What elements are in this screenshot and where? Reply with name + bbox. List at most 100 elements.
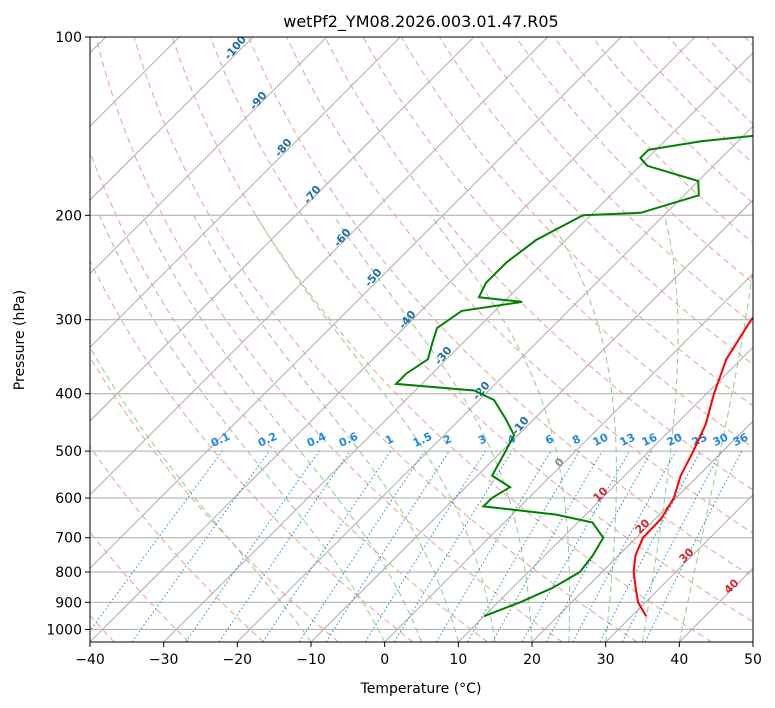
- moist-adiabat-label: 10: [591, 484, 611, 504]
- dry-adiabat-line: [95, 37, 563, 642]
- x-tick-label: 20: [523, 652, 541, 668]
- mixing-ratio-line: [90, 450, 223, 632]
- x-tick-label: 30: [597, 652, 615, 668]
- dry-adiabat-label: -80: [272, 136, 295, 160]
- moist-adiabat-line: [99, 215, 386, 642]
- plot-area: -100-90-80-70-60-50-40-30-20-10010203040…: [90, 37, 753, 642]
- x-tick-label: −10: [296, 652, 326, 668]
- isotherm-line: [90, 37, 548, 496]
- isotherm-line: [90, 37, 254, 201]
- y-tick-label: 700: [55, 531, 82, 547]
- y-tick-label: 200: [55, 208, 82, 224]
- moist-adiabat-line: [547, 215, 617, 642]
- mixing-ratio-line: [545, 450, 653, 642]
- mixing-ratio-label: 1: [383, 432, 395, 447]
- dry-adiabat-line: [553, 37, 753, 244]
- dry-adiabat-line: [515, 37, 753, 284]
- mixing-ratio-line: [298, 450, 425, 642]
- x-tick-label: 40: [670, 652, 688, 668]
- y-tick-label: 800: [55, 565, 82, 581]
- dry-adiabat-label: -30: [432, 344, 455, 368]
- mixing-ratio-line: [572, 450, 677, 642]
- y-tick-label: 900: [55, 595, 82, 611]
- mixing-ratio-label: 30: [711, 431, 731, 449]
- dry-adiabat-label: -50: [362, 266, 385, 290]
- temperature-profile-line: [632, 316, 753, 617]
- mixing-ratio-label: 0.1: [209, 430, 232, 450]
- moist-adiabat-line: [642, 215, 679, 642]
- dry-adiabat-line: [90, 150, 488, 642]
- x-axis-label: Temperature (°C): [360, 681, 482, 697]
- isotherm-line: [384, 273, 753, 642]
- x-tick-label: −20: [223, 652, 253, 668]
- dry-adiabat-line: [90, 445, 264, 642]
- x-tick-label: 0: [380, 652, 389, 668]
- y-tick-label: 600: [55, 491, 82, 507]
- isotherm-line: [605, 494, 753, 642]
- isotherm-line: [237, 125, 753, 642]
- mixing-ratio-line: [644, 450, 743, 642]
- isotherm-line: [163, 52, 753, 642]
- moist-adiabat-line: [90, 346, 312, 642]
- mixing-ratio-line: [364, 450, 486, 642]
- dry-adiabat-line: [706, 37, 753, 86]
- dry-adiabat-line: [133, 37, 638, 642]
- dewpoint-profile-line: [393, 134, 753, 618]
- chart-title: wetPf2_YM08.2026.003.01.47.R05: [283, 12, 558, 32]
- isotherm-line: [90, 37, 401, 348]
- isotherm-line: [90, 37, 327, 275]
- isotherm-line: [679, 567, 753, 642]
- mixing-ratio-label: 0.2: [256, 430, 279, 450]
- axis-ticks: −40 −30 −20 −10 0 10 20 30 40 50 1000 900 800 700 600 5…: [46, 30, 762, 668]
- isotherm-line: [310, 199, 753, 642]
- mixing-ratio-line: [131, 450, 270, 642]
- moist-adiabat-line: [193, 215, 459, 642]
- mixing-ratio-label: 1.5: [411, 430, 434, 450]
- isotherm-line: [752, 641, 753, 642]
- plot-frame: [89, 36, 754, 643]
- dry-adiabat-line: [90, 531, 190, 642]
- y-tick-label: 300: [55, 313, 82, 329]
- moist-adiabat-label: 20: [633, 516, 653, 536]
- moist-adiabat-line: [332, 215, 533, 642]
- dry-adiabat-line: [171, 37, 712, 642]
- mixing-ratio-line: [521, 450, 630, 642]
- dry-adiabat-line: [324, 37, 753, 491]
- moist-adiabat-label: 40: [722, 576, 742, 596]
- dry-adiabat-label: -60: [331, 226, 354, 250]
- mixing-ratio-label: 20: [665, 431, 685, 449]
- dry-adiabat-line: [248, 37, 753, 578]
- mixing-ratio-label: 13: [618, 431, 637, 449]
- y-tick-label: 1000: [46, 622, 82, 638]
- mixing-ratio-line: [393, 450, 513, 642]
- dry-adiabat-line: [90, 356, 339, 642]
- mixing-ratio-label: 16: [640, 431, 660, 449]
- mixing-ratio-label: 2: [441, 432, 453, 447]
- mixing-ratio-line: [218, 450, 351, 642]
- mixing-ratio-label: 6: [543, 432, 556, 447]
- mixing-ratio-label: 36: [731, 431, 751, 449]
- dry-adiabat-line: [90, 259, 414, 642]
- dry-adiabat-label: -70: [301, 183, 324, 207]
- dry-adiabat-line: [744, 37, 753, 47]
- x-tick-label: 50: [744, 652, 762, 668]
- mixing-ratio-label: 3: [476, 432, 488, 447]
- mixing-ratio-line: [325, 450, 450, 642]
- x-tick-label: −30: [149, 652, 179, 668]
- isotherm-line: [90, 37, 622, 569]
- x-tick-label: 10: [449, 652, 467, 668]
- mixing-ratio-line: [262, 450, 392, 642]
- isotherm-line: [458, 346, 753, 642]
- mixing-ratio-label: 10: [591, 431, 611, 449]
- moist-adiabat-line: [678, 264, 753, 642]
- y-tick-label: 100: [55, 30, 82, 46]
- moist-adiabat-line: [142, 215, 422, 642]
- mixing-ratio-label: 0.4: [305, 430, 328, 450]
- mixing-ratio-label: 8: [570, 432, 582, 447]
- moist-adiabat-line: [430, 215, 571, 642]
- y-tick-label: 400: [55, 387, 82, 403]
- moist-adiabat-label: 30: [677, 545, 697, 565]
- y-axis-label: Pressure (hPa): [12, 290, 28, 390]
- isotherm-line: [90, 37, 475, 422]
